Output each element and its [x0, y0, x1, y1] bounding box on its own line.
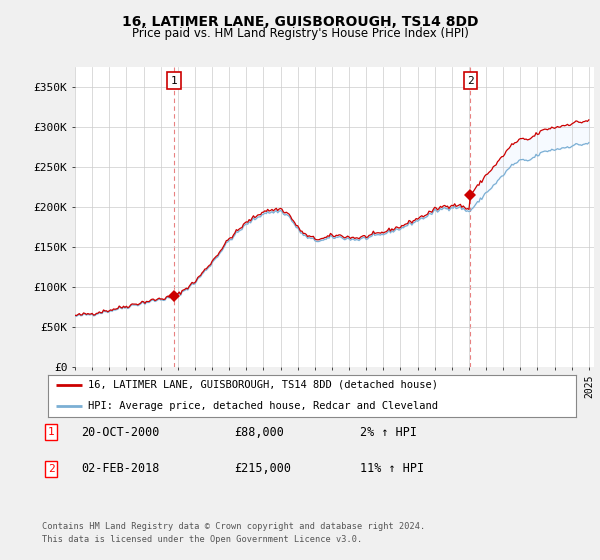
Text: 16, LATIMER LANE, GUISBOROUGH, TS14 8DD (detached house): 16, LATIMER LANE, GUISBOROUGH, TS14 8DD … — [88, 380, 437, 390]
Text: 2: 2 — [467, 76, 474, 86]
Text: Contains HM Land Registry data © Crown copyright and database right 2024.
This d: Contains HM Land Registry data © Crown c… — [42, 522, 425, 544]
Text: 2% ↑ HPI: 2% ↑ HPI — [360, 426, 417, 439]
Text: £215,000: £215,000 — [234, 462, 291, 475]
Text: 1: 1 — [171, 76, 178, 86]
Text: 02-FEB-2018: 02-FEB-2018 — [81, 462, 160, 475]
Text: HPI: Average price, detached house, Redcar and Cleveland: HPI: Average price, detached house, Redc… — [88, 401, 437, 411]
Text: 16, LATIMER LANE, GUISBOROUGH, TS14 8DD: 16, LATIMER LANE, GUISBOROUGH, TS14 8DD — [122, 15, 478, 29]
Text: £88,000: £88,000 — [234, 426, 284, 439]
Text: 20-OCT-2000: 20-OCT-2000 — [81, 426, 160, 439]
Text: 11% ↑ HPI: 11% ↑ HPI — [360, 462, 424, 475]
Text: 1: 1 — [47, 427, 55, 437]
Text: 2: 2 — [47, 464, 55, 474]
Text: Price paid vs. HM Land Registry's House Price Index (HPI): Price paid vs. HM Land Registry's House … — [131, 27, 469, 40]
